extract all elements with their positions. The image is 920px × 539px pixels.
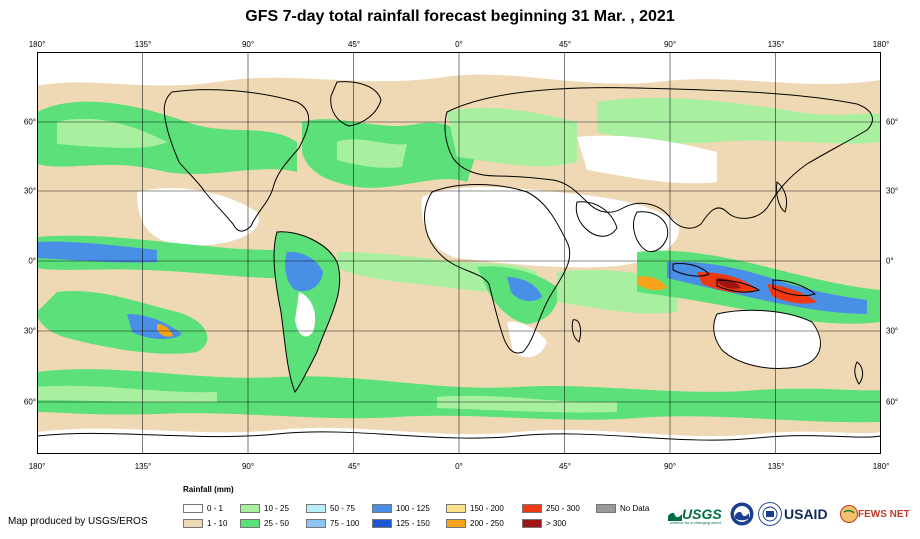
lon-tick-top: 135° [767, 40, 785, 49]
legend-label: 100 - 125 [396, 503, 430, 513]
us-dept-seal-icon [758, 502, 782, 526]
lat-tick-left: 60° [23, 397, 36, 407]
legend-item: > 300 [522, 518, 566, 528]
lat-tick-right: 30° [886, 186, 899, 196]
lon-tick-top: 90° [241, 40, 255, 49]
lat-tick-left: 30° [23, 326, 36, 336]
legend-label: 1 - 10 [207, 518, 228, 528]
legend-item: 25 - 50 [240, 518, 289, 528]
map-frame [37, 52, 881, 454]
legend-label: 50 - 75 [330, 503, 355, 513]
lat-tick-left: 60° [23, 117, 36, 127]
legend-item: 100 - 125 [372, 503, 430, 513]
legend-item: 125 - 150 [372, 518, 430, 528]
legend-label: 0 - 1 [207, 503, 224, 513]
noaa-seal-icon [730, 502, 754, 526]
credit-text: Map produced by USGS/EROS [8, 516, 148, 527]
legend-label: 150 - 200 [470, 503, 504, 513]
lon-tick-bottom: 90° [663, 462, 677, 471]
legend-swatch [522, 503, 542, 513]
legend-item: 200 - 250 [446, 518, 504, 528]
lon-tick-top: 0° [455, 40, 463, 49]
legend-label: 250 - 300 [546, 503, 580, 513]
legend-label: 10 - 25 [264, 503, 289, 513]
usgs-tagline: science for a changing world [670, 520, 721, 525]
legend-swatch [183, 518, 203, 528]
lat-tick-right: 60° [886, 397, 899, 407]
legend-swatch [240, 503, 260, 513]
legend-swatch [372, 503, 392, 513]
usaid-wordmark: USAID [784, 506, 828, 522]
lon-tick-bottom: 45° [347, 462, 361, 471]
map-title: GFS 7-day total rainfall forecast beginn… [245, 8, 675, 25]
legend-item: 50 - 75 [306, 503, 355, 513]
lon-tick-bottom: 135° [134, 462, 152, 471]
graticule [37, 52, 881, 454]
legend-label: 125 - 150 [396, 518, 430, 528]
legend-label: No Data [620, 503, 650, 513]
legend-label: > 300 [546, 518, 567, 528]
usgs-wordmark: USGS [682, 506, 722, 522]
legend-swatch [183, 503, 203, 513]
legend-item: 10 - 25 [240, 503, 289, 513]
usaid-logo: USAID [784, 500, 828, 528]
fews-globe-icon [840, 505, 858, 523]
legend-item: No Data [596, 503, 649, 513]
lon-tick-top: 90° [663, 40, 677, 49]
lon-tick-top: 45° [558, 40, 572, 49]
lon-tick-top: 135° [134, 40, 152, 49]
lon-tick-bottom: 180° [28, 462, 46, 471]
legend-title: Rainfall (mm) [183, 485, 234, 494]
legend-swatch [446, 503, 466, 513]
lon-tick-top: 180° [28, 40, 46, 49]
lon-tick-top: 180° [872, 40, 890, 49]
legend-swatch [596, 503, 616, 513]
lat-tick-right: 30° [886, 326, 899, 336]
lon-tick-top: 45° [347, 40, 361, 49]
legend-swatch [372, 518, 392, 528]
legend-swatch [306, 518, 326, 528]
coastlines [37, 81, 881, 441]
legend-swatch [306, 503, 326, 513]
lon-tick-bottom: 90° [241, 462, 255, 471]
legend-item: 150 - 200 [446, 503, 504, 513]
usgs-logo: USGS [668, 500, 728, 528]
rainfall-map [37, 52, 881, 454]
legend-label: 200 - 250 [470, 518, 504, 528]
lon-tick-bottom: 0° [455, 462, 463, 471]
lon-tick-bottom: 180° [872, 462, 890, 471]
lon-tick-bottom: 45° [558, 462, 572, 471]
legend-swatch [522, 518, 542, 528]
legend-item: 1 - 10 [183, 518, 227, 528]
usgs-wave-icon [668, 512, 682, 521]
legend-label: 25 - 50 [264, 518, 289, 528]
legend-swatch [446, 518, 466, 528]
fews-net-logo: FEWS NET [840, 500, 910, 528]
lat-tick-right: 0° [886, 256, 894, 266]
lat-tick-left: 0° [28, 256, 36, 266]
fews-wordmark: FEWS NET [858, 508, 910, 520]
legend-item: 0 - 1 [183, 503, 223, 513]
legend-item: 250 - 300 [522, 503, 580, 513]
legend-item: 75 - 100 [306, 518, 359, 528]
legend-label: 75 - 100 [330, 518, 360, 528]
lat-tick-left: 30° [23, 186, 36, 196]
lat-tick-right: 60° [886, 117, 899, 127]
legend-swatch [240, 518, 260, 528]
lon-tick-bottom: 135° [767, 462, 785, 471]
